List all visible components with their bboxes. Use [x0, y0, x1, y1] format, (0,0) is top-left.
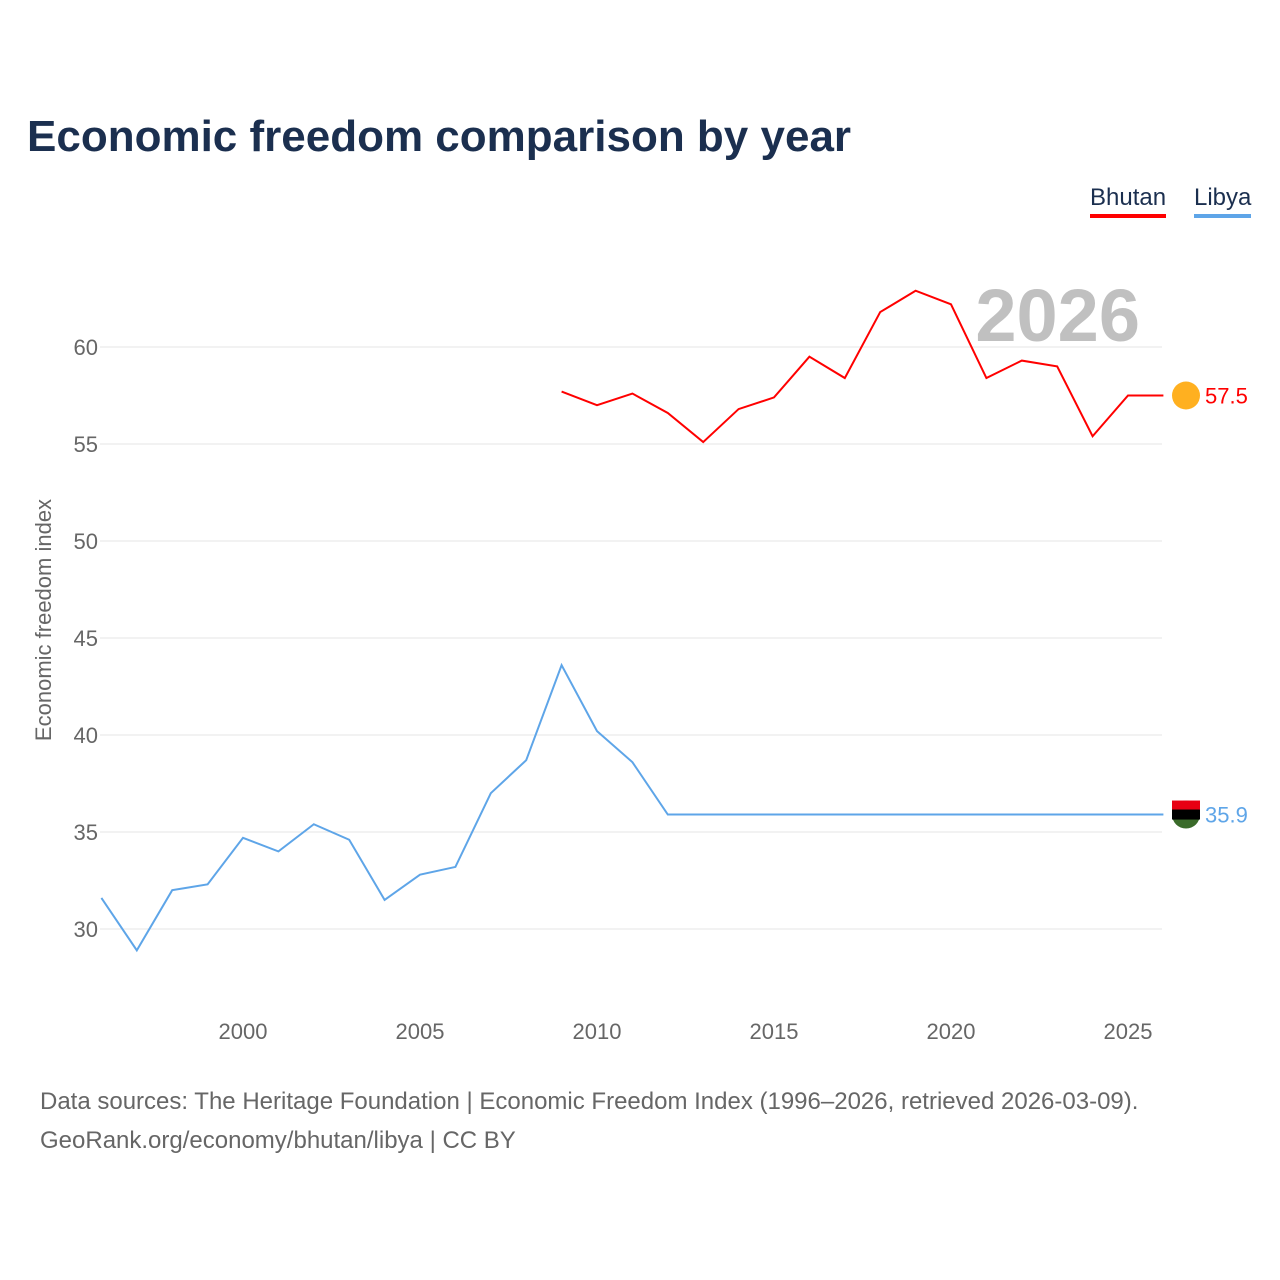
flag-stripe — [1172, 800, 1200, 810]
x-tick-label: 2000 — [219, 1019, 268, 1044]
y-tick-label: 30 — [74, 917, 98, 942]
y-axis-label: Economic freedom index — [31, 499, 56, 741]
y-tick-label: 55 — [74, 432, 98, 457]
source-url[interactable]: GeoRank.org/economy/bhutan/libya | CC BY — [40, 1127, 516, 1154]
x-tick-label: 2010 — [573, 1019, 622, 1044]
legend-bhutan[interactable]: Bhutan — [1090, 184, 1167, 218]
x-tick-label: 2015 — [750, 1019, 799, 1044]
legend-libya[interactable]: Libya — [1194, 184, 1252, 218]
y-tick-label: 40 — [74, 723, 98, 748]
x-tick-label: 2005 — [396, 1019, 445, 1044]
end-value-label: 57.5 — [1205, 384, 1248, 409]
y-tick-label: 45 — [74, 626, 98, 651]
series-line-bhutan — [561, 289, 1164, 444]
chart-title: Economic freedom comparison by year — [27, 112, 852, 161]
year-label: 2026 — [975, 274, 1140, 357]
y-tick-label: 35 — [74, 820, 98, 845]
source-line: Data sources: The Heritage Foundation | … — [40, 1088, 1139, 1115]
series-line-libya — [100, 662, 1164, 953]
y-tick-label: 60 — [74, 335, 98, 360]
x-tick-label: 2020 — [927, 1019, 976, 1044]
end-value-label: 35.9 — [1205, 803, 1248, 828]
y-tick-label: 50 — [74, 529, 98, 554]
flag-stripe — [1172, 809, 1200, 820]
flag-icon-bhutan — [1172, 381, 1200, 410]
x-tick-label: 2025 — [1104, 1019, 1153, 1044]
